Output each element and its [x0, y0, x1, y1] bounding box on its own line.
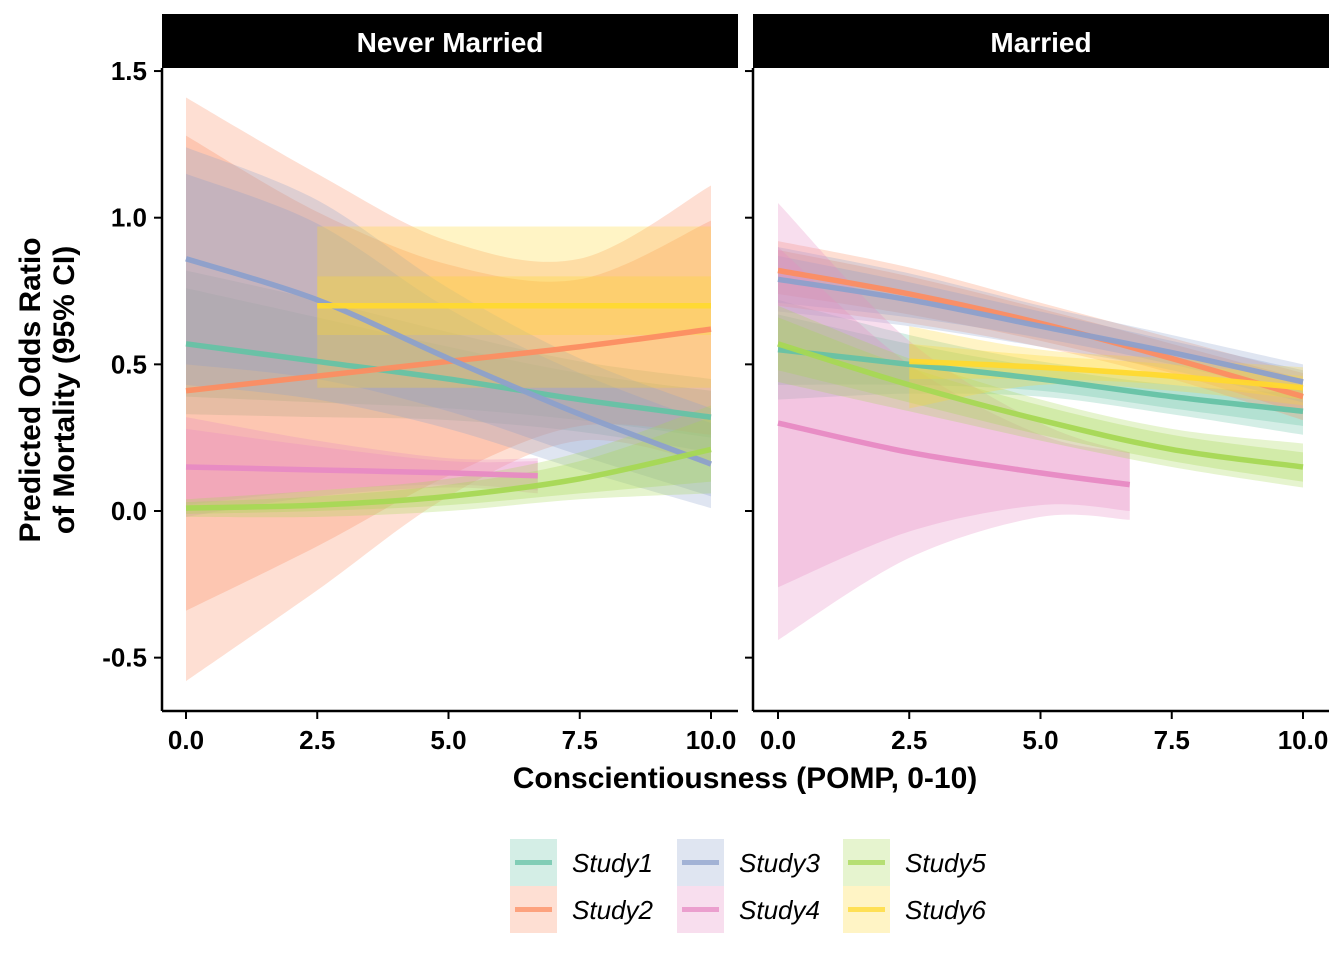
series-line-study5-married [777, 341, 1304, 470]
legend: Study1 Study2 Study3 Study4 Study5 Study6 [510, 839, 986, 933]
x-tick-label-married: 5.0 [1022, 725, 1058, 755]
x-tick-label-never-married: 7.5 [562, 725, 598, 755]
ci-outer-band-study5-married [778, 305, 1303, 488]
series-line-study3-married [777, 276, 1304, 385]
series-line-study2-married [777, 267, 1304, 400]
ci-outer-band-study4-married [778, 203, 1130, 641]
x-tick-label-married: 2.5 [891, 725, 927, 755]
legend-label: Study5 [905, 848, 986, 878]
legend-label: Study4 [739, 895, 820, 925]
plot-area-never-married [185, 97, 712, 682]
axes: 0.0 2.5 5.0 7.5 10.0 0.0 2.5 5.0 7.5 10.0 -0.5 0.0 0… [102, 56, 1329, 755]
x-tick-label-married: 7.5 [1154, 725, 1190, 755]
x-tick-label-never-married: 0.0 [168, 725, 204, 755]
legend-label: Study2 [572, 895, 653, 925]
legend-label: Study6 [905, 895, 986, 925]
legend-item-study5: Study5 [843, 839, 986, 886]
panel-title-married: Married [990, 27, 1091, 58]
series-line-study1-married [777, 346, 1304, 415]
y-axis-title-line-2: of Mortality (95% CI) [48, 246, 81, 534]
panel-strip-married [753, 14, 1329, 68]
x-tick-label-married: 10.0 [1278, 725, 1329, 755]
ci-outer-band-study4-never-married [186, 417, 538, 517]
x-axis-title: Conscientiousness (POMP, 0-10) [513, 762, 978, 795]
series-line-study4-never-married [185, 464, 538, 479]
ci-outer-band-study5-never-married [186, 405, 711, 518]
series-line-study5-never-married [185, 446, 712, 511]
y-tick-label: -0.5 [102, 643, 147, 673]
y-axis-title-line-1: Predicted Odds Ratio [14, 237, 47, 542]
panel-strip-never-married [162, 14, 738, 68]
legend-item-study4: Study4 [677, 886, 820, 933]
legend-label: Study3 [739, 848, 820, 878]
legend-item-study3: Study3 [677, 839, 820, 886]
series-line-study6-married [909, 358, 1304, 391]
ci-inner-band-study4-married [778, 247, 1130, 588]
series-line-study4-married [777, 420, 1131, 488]
ci-inner-band-study5-never-married [186, 417, 711, 514]
ci-outer-band-study6-married [909, 326, 1303, 409]
ci-outer-band-study3-never-married [186, 147, 711, 509]
y-axis-title: Predicted Odds Ratio of Mortality (95% C… [14, 237, 81, 542]
legend-item-study2: Study2 [510, 886, 653, 933]
panel-title-never-married: Never Married [357, 27, 544, 58]
series-line-study1-never-married [185, 341, 712, 420]
y-tick-label: 1.5 [111, 56, 147, 86]
y-tick-label: 0.0 [111, 496, 147, 526]
y-tick-label: 1.0 [111, 203, 147, 233]
legend-label: Study1 [572, 848, 653, 878]
panel-never-married: Never Married [162, 14, 738, 682]
ci-outer-band-study2-never-married [186, 97, 711, 682]
y-tick-label: 0.5 [111, 349, 147, 379]
ci-inner-band-study2-married [778, 249, 1303, 415]
x-tick-label-never-married: 10.0 [686, 725, 737, 755]
x-tick-label-never-married: 5.0 [430, 725, 466, 755]
panel-married: Married [753, 14, 1329, 641]
ci-inner-band-study2-never-married [186, 135, 711, 611]
x-tick-label-married: 0.0 [760, 725, 796, 755]
series-line-study3-never-married [185, 256, 712, 467]
ci-inner-band-study5-married [778, 317, 1303, 482]
x-tick-label-never-married: 2.5 [299, 725, 335, 755]
ci-inner-band-study4-never-married [186, 428, 538, 506]
legend-item-study6: Study6 [843, 886, 986, 933]
legend-item-study1: Study1 [510, 839, 653, 886]
plot-area-married [777, 203, 1304, 641]
